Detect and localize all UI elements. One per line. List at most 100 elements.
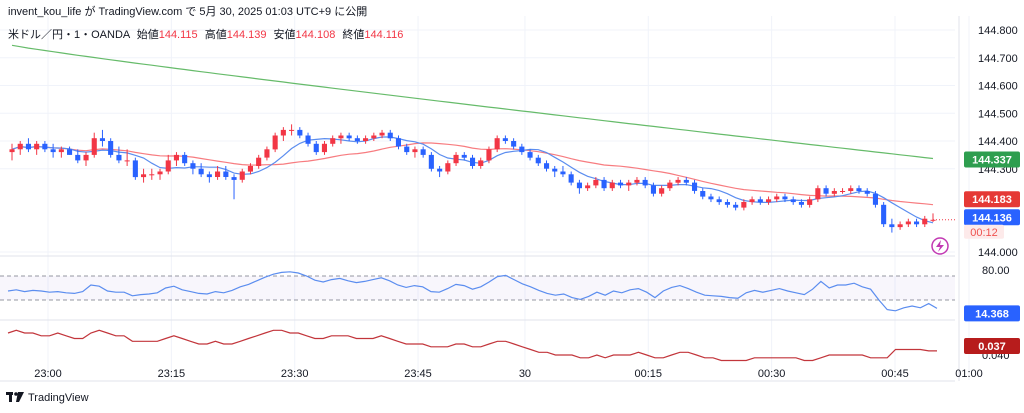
- candle-body: [247, 166, 253, 172]
- candle-body: [412, 149, 418, 153]
- footer-brand[interactable]: TradingView: [6, 392, 89, 404]
- candle-body: [815, 188, 821, 200]
- price-tick-label: 144.000: [978, 247, 1018, 259]
- candle-body: [650, 185, 656, 194]
- candle-body: [642, 179, 648, 186]
- ma-slow-price-tag: 144.337: [972, 154, 1012, 166]
- candle-body: [264, 149, 270, 158]
- candle-body: [313, 143, 319, 153]
- candle-body: [897, 224, 903, 228]
- candle-body: [749, 199, 755, 203]
- legend-symbol: 米ドル／円・1・OANDA: [8, 29, 130, 41]
- candle-body: [502, 138, 508, 141]
- candle-body: [700, 191, 706, 197]
- rsi-line: [7, 271, 938, 312]
- ma-fast-price-tag: 144.136: [972, 212, 1012, 224]
- ma-slow-price-tag-bg: [964, 151, 1020, 168]
- countdown-tag-bg: [964, 224, 1004, 239]
- candle-body: [618, 182, 624, 186]
- candle-body: [354, 138, 360, 141]
- pane-separators: [0, 16, 960, 382]
- candle-body: [807, 199, 813, 205]
- candle-body: [716, 199, 722, 203]
- candle-body: [774, 196, 780, 200]
- candle-body: [182, 154, 188, 164]
- candle-body: [675, 179, 681, 183]
- ma-mid-price-tag-bg: [964, 191, 1020, 208]
- candle-body: [330, 138, 336, 144]
- candle-body: [486, 149, 492, 161]
- footer-brand-label: TradingView: [28, 392, 89, 404]
- candle-body: [91, 138, 97, 155]
- price-axis[interactable]: 144.800144.700144.600144.500144.400144.3…: [978, 25, 1018, 362]
- time-tick-label: 23:15: [158, 368, 186, 380]
- osc-value-tag: 0.037: [978, 341, 1006, 353]
- candle-body: [141, 174, 147, 178]
- candle-body: [667, 182, 673, 189]
- publish-caption: invent_kou_life が TradingView.com で 5月 3…: [8, 6, 368, 18]
- legend-open-value: 144.115: [158, 29, 198, 41]
- candle-body: [437, 168, 443, 172]
- candle-body: [231, 177, 237, 180]
- legend-close-label: 終値: [342, 29, 365, 41]
- legend-low-value: 144.108: [295, 29, 336, 41]
- candle-body: [881, 204, 887, 225]
- candle-body: [864, 191, 870, 194]
- candle-body: [363, 138, 369, 141]
- candle-body: [527, 152, 533, 158]
- candles: [9, 124, 936, 233]
- legend-close-value: 144.116: [364, 29, 404, 41]
- candle-body: [289, 129, 295, 131]
- candle-body: [404, 146, 410, 153]
- candle-body: [585, 185, 591, 189]
- candle-body: [256, 157, 262, 166]
- candle-body: [75, 154, 81, 161]
- candle-body: [733, 204, 739, 208]
- candle-body: [766, 199, 772, 203]
- rsi-tick-label: 80.00: [982, 265, 1010, 277]
- candle-body: [453, 154, 459, 164]
- price-tick-label: 144.600: [978, 81, 1018, 93]
- candle-body: [831, 191, 837, 194]
- legend-low-label: 安値: [273, 29, 296, 41]
- candle-body: [494, 138, 500, 150]
- candle-body: [634, 179, 640, 183]
- candle-body: [58, 149, 64, 153]
- time-axis[interactable]: 23:00 23:15 23:30 23:45 30 00:15 00:30 00:45 01:…: [34, 368, 983, 380]
- ma-fast-line: [11, 136, 934, 224]
- osc-pane: [7, 329, 937, 362]
- bolt-icon-glyph: [936, 240, 944, 252]
- candle-body: [576, 182, 582, 189]
- candle-body: [132, 160, 138, 178]
- price-tick-label: 144.700: [978, 53, 1018, 65]
- price-tick-label: 144.800: [978, 25, 1018, 37]
- candle-body: [149, 174, 155, 176]
- candle-body: [757, 199, 763, 203]
- time-tick-label: 01:00: [955, 368, 983, 380]
- candle-body: [889, 224, 895, 228]
- tradingview-logo-icon: [6, 392, 24, 402]
- candle-body: [173, 154, 179, 161]
- candle-body: [124, 160, 130, 162]
- candle-body: [511, 141, 517, 147]
- candle-body: [83, 154, 89, 161]
- candle-body: [905, 221, 911, 225]
- candle-body: [338, 135, 344, 139]
- candle-body: [470, 157, 476, 166]
- time-tick-label: 23:45: [404, 368, 432, 380]
- price-tags: 144.337 144.183 144.136 00:12 14.368 0.037: [933, 151, 1020, 354]
- bolt-icon[interactable]: [931, 237, 949, 255]
- candle-body: [215, 171, 221, 177]
- grid: [0, 16, 970, 380]
- candle-body: [108, 141, 114, 155]
- candle-body: [782, 196, 788, 200]
- candle-body: [692, 182, 698, 191]
- candle-body: [198, 168, 204, 175]
- candle-body: [741, 202, 747, 208]
- ma-mid-line: [11, 142, 934, 206]
- ma-mid-price-tag: 144.183: [972, 194, 1012, 206]
- ma-slow-line: [11, 44, 934, 160]
- candle-body: [626, 182, 632, 186]
- candle-body: [461, 154, 467, 158]
- candle-body: [346, 135, 352, 139]
